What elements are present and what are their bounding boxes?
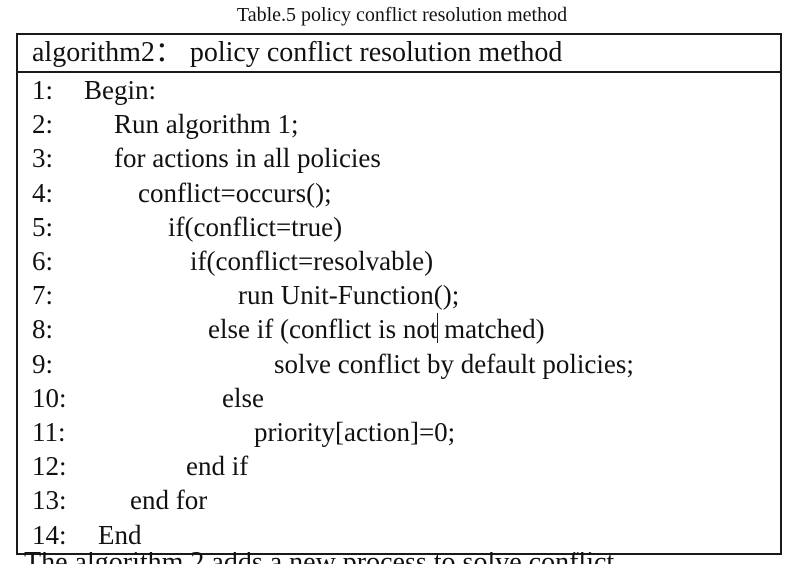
text-cursor (437, 313, 438, 343)
line-number: 1: (32, 75, 54, 105)
body-text-cutoff: The algorithm 2 adds a new process to so… (24, 552, 804, 564)
line-number: 11: (32, 417, 66, 447)
line-code: run Unit-Function(); (238, 280, 460, 311)
line-number: 4: (32, 177, 54, 208)
algorithm-title: algorithm2： policy conflict resolution m… (18, 35, 780, 73)
line-number: 5: (32, 211, 54, 242)
line-code: else (222, 382, 264, 413)
table-caption: Table.5 policy conflict resolution metho… (236, 4, 568, 26)
algorithm-table: algorithm2： policy conflict resolution m… (16, 33, 782, 555)
line-code: solve conflict by default policies; (274, 348, 634, 379)
line-number: 10: (32, 382, 67, 413)
line-code: end if (186, 451, 249, 482)
line-number: 9: (32, 348, 54, 379)
line-code: end for (130, 485, 208, 516)
line-code: else if (conflict is not matched) (208, 314, 545, 345)
line-code: Begin: (84, 75, 156, 105)
line-code: for actions in all policies (114, 143, 381, 174)
line-code: if(conflict=resolvable) (190, 246, 434, 276)
line-number: 3: (32, 143, 54, 174)
line-code: if(conflict=true) (168, 211, 343, 242)
line-code: priority[action]=0; (254, 417, 456, 447)
line-code: conflict=occurs(); (138, 177, 332, 208)
line-number: 6: (32, 246, 54, 276)
line-number: 2: (32, 109, 54, 140)
line-number: 14: (32, 519, 67, 550)
line-number: 13: (32, 485, 67, 516)
body-text-line: The algorithm 2 adds a new process to so… (24, 552, 614, 564)
line-number: 8: (32, 314, 54, 345)
line-number: 7: (32, 280, 54, 311)
line-code: End (98, 519, 142, 550)
line-number: 12: (32, 451, 67, 482)
line-code: Run algorithm 1; (114, 109, 299, 140)
